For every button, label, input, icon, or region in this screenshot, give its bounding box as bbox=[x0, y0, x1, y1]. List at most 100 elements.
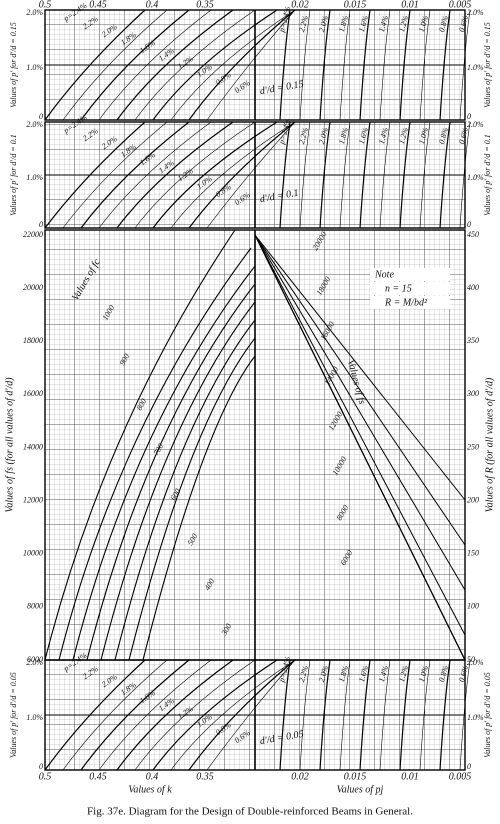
curve bbox=[254, 234, 466, 636]
bottom-tick-label: 0.5 bbox=[39, 771, 52, 782]
curve bbox=[299, 121, 311, 229]
curve-label: 1.2% bbox=[397, 664, 410, 683]
y-tick-label: 2.0% bbox=[26, 8, 43, 17]
curve bbox=[45, 122, 145, 228]
top-tick-label: 0.35 bbox=[196, 0, 214, 10]
y-tick-label: 1.0% bbox=[467, 63, 484, 72]
y-tick-label: 20000 bbox=[23, 283, 43, 292]
note: n = 15 bbox=[385, 283, 412, 294]
curve bbox=[63, 660, 167, 770]
curve bbox=[63, 122, 167, 228]
curve bbox=[44, 229, 236, 661]
y-tick-label: 2.0% bbox=[467, 8, 484, 17]
curve bbox=[459, 659, 471, 771]
curve bbox=[359, 659, 371, 771]
y-tick-label: 2.0% bbox=[26, 658, 43, 667]
curve-label: 1.4% bbox=[377, 14, 390, 33]
curve bbox=[459, 121, 471, 229]
y-tick-label: 0 bbox=[467, 220, 471, 229]
curve-label: 1.4% bbox=[377, 126, 390, 145]
bottom-tick-label: 0.4 bbox=[146, 771, 159, 782]
curve bbox=[379, 121, 391, 229]
top-tick-label: 0.4 bbox=[146, 0, 159, 10]
curve bbox=[439, 659, 451, 771]
bottom-tick-label: 0.02 bbox=[291, 771, 309, 782]
curve bbox=[379, 659, 391, 771]
y-tick-label: 2.0% bbox=[467, 120, 484, 129]
curve bbox=[99, 122, 211, 228]
curve bbox=[207, 122, 295, 228]
curve-label: 1.8% bbox=[337, 126, 350, 145]
curve-label: 2.2% bbox=[297, 126, 310, 145]
y-tick-label: 2.0% bbox=[26, 120, 43, 129]
curve bbox=[72, 265, 256, 661]
curve bbox=[279, 9, 291, 121]
curve-label: 1.2% bbox=[397, 14, 410, 33]
curve bbox=[81, 10, 189, 120]
top-tick-label: 0.02 bbox=[291, 0, 309, 10]
curve bbox=[117, 10, 233, 120]
curve-label: 0.8% bbox=[437, 664, 450, 683]
y-tick-label: 12000 bbox=[23, 495, 43, 504]
curve bbox=[339, 121, 351, 229]
curve-label: 0.8% bbox=[437, 14, 450, 33]
y-tick-label: 18000 bbox=[23, 336, 43, 345]
y-tick-label: 1.0% bbox=[26, 713, 43, 722]
y-tick-label: 1.0% bbox=[467, 713, 484, 722]
note-bg bbox=[370, 268, 450, 281]
bottom-tick-label: 0.01 bbox=[401, 771, 419, 782]
y-tick-label: 16000 bbox=[23, 389, 43, 398]
top-tick-label: 0.45 bbox=[89, 0, 107, 10]
curve bbox=[45, 10, 145, 120]
curve-label: 2.2% bbox=[297, 664, 310, 683]
y-tick-label: 0 bbox=[39, 762, 43, 771]
bottom-tick-label: 0.005 bbox=[449, 771, 472, 782]
curve bbox=[117, 122, 233, 228]
curve bbox=[81, 122, 189, 228]
y-tick-label: 350 bbox=[466, 336, 479, 345]
curve bbox=[299, 659, 311, 771]
note: Note bbox=[374, 269, 394, 280]
curve bbox=[153, 10, 277, 120]
side-title: Values of fs (for all values of d'/d) bbox=[4, 377, 15, 513]
curve-label: 1.8% bbox=[337, 664, 350, 683]
y-tick-label: 1.0% bbox=[26, 173, 43, 182]
curve bbox=[114, 319, 256, 661]
y-tick-label: 450 bbox=[467, 230, 479, 239]
curve bbox=[399, 9, 411, 121]
bottom-tick-label: 0.45 bbox=[89, 771, 107, 782]
curve bbox=[254, 234, 466, 661]
axis-title: Values of k bbox=[128, 784, 172, 795]
y-tick-label: 0 bbox=[467, 762, 471, 771]
curve bbox=[45, 660, 145, 770]
curve-label: 2.0% bbox=[317, 664, 330, 683]
curve bbox=[58, 247, 252, 661]
curve bbox=[135, 660, 255, 770]
curve bbox=[459, 9, 471, 121]
side-title: Values of R (for all values of d'/d) bbox=[484, 377, 495, 512]
y-tick-label: 100 bbox=[467, 602, 479, 611]
curve bbox=[117, 660, 233, 770]
side-title: Values of p' for d'/d = 0.05 bbox=[9, 672, 18, 758]
curve-label: 1.4% bbox=[377, 664, 390, 683]
y-tick-label: 0 bbox=[39, 220, 43, 229]
y-tick-label: 6000 bbox=[27, 655, 43, 664]
curve bbox=[339, 9, 351, 121]
curve bbox=[419, 9, 431, 121]
side-title: Values of p' for d'/d = 0.15 bbox=[483, 22, 492, 108]
note-bg bbox=[370, 282, 450, 295]
curve bbox=[439, 121, 451, 229]
bottom-tick-label: 0.35 bbox=[196, 771, 214, 782]
curve bbox=[399, 121, 411, 229]
curve bbox=[207, 10, 295, 120]
curve bbox=[189, 660, 295, 770]
curve bbox=[81, 660, 189, 770]
top-tick-label: 0.005 bbox=[449, 0, 472, 10]
y-tick-label: 8000 bbox=[27, 602, 43, 611]
y-tick-label: 22000 bbox=[23, 230, 43, 239]
side-title: Values of p' for d'/d = 0.05 bbox=[483, 672, 492, 758]
y-tick-label: 1.0% bbox=[26, 63, 43, 72]
curve bbox=[254, 234, 466, 591]
curve-label: 0.6% bbox=[457, 14, 470, 33]
